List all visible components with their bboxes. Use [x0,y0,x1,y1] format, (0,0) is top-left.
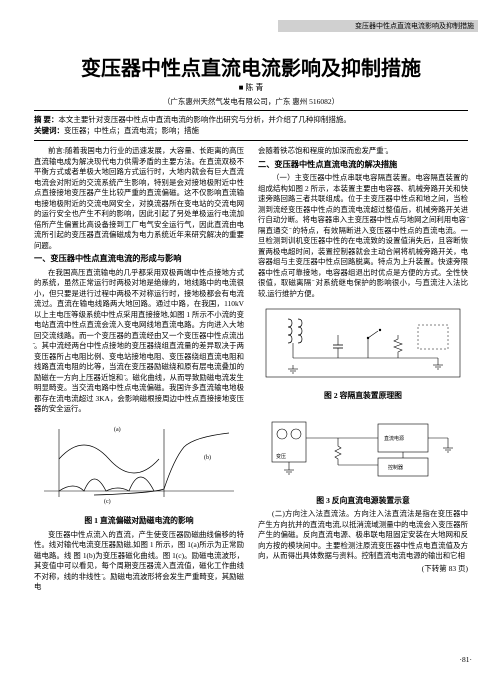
keywords-label: 关键词： [34,126,64,135]
svg-text:直流电源: 直流电源 [384,435,404,442]
right-column: 会随着铁芯饱和程度的加深而愈发严重 ̄。 二、变压器中性点直流电流的解决措施 （… [258,146,468,593]
abstract-text: 本文主要针对变压器中性点中直流电流的影响作出研究与分析，并介绍了几种抑制措施。 [58,115,351,124]
svg-text:(b): (b) [204,454,211,461]
author-name: 陈 青 [245,83,263,92]
svg-text:(c): (c) [104,498,111,505]
affiliation: （广东惠州天然气发电有限公司，广东 惠州 516082） [0,96,502,107]
rule-top [34,110,468,111]
paper-title: 变压器中性点直流电流影响及抑制措施 [0,52,502,81]
left-column: 前言:随着我国电力行业的迅速发展，大容量、长距离的高压直流输电成为解决现代电力供… [34,146,244,593]
section-1-text-2: 变压器中性点流入的直流，产生使变压器励磁曲线偏移的特性。线对输代电流变压器励磁,… [34,530,244,593]
abstract-block: 摘 要：本文主要针对变压器中性点中直流电流的影响作出研究与分析，并介绍了几种抑制… [34,114,468,136]
page-number: ·81· [460,655,473,664]
keywords-text: 变压器；中性点；直流电流；影响；措施 [64,126,199,135]
svg-text:变压: 变压 [276,453,286,460]
running-title: 变压器中性点直流电流影响及抑制措施 [355,21,474,31]
figure-1-caption: 图 1 直流偏磁对励磁电流的影响 [34,516,244,527]
svg-text:(a): (a) [114,426,121,433]
figure-2-caption: 图 2 容隔直装置原理图 [258,391,468,402]
section-2-head: 二、变压器中性点直流电流的解决措施 [258,160,468,171]
author-line: ■ 陈 青 [0,82,502,93]
abstract-line: 摘 要：本文主要针对变压器中性点中直流电流的影响作出研究与分析，并介绍了几种抑制… [34,114,468,125]
figure-3: 变压 直流电源 控制器 [258,408,468,488]
section-1-head: 一、变压器中性点直流电流的形成与影响 [34,254,244,265]
figure-2 [258,303,468,383]
intro-paragraph: 前言:随着我国电力行业的迅速发展，大容量、长距离的高压直流输电成为解决现代电力供… [34,146,244,251]
section-1-text: 在我国高压直流输电的几乎都采用双极两端中性点接地方式的系统，虽然正常运行时两极对… [34,268,244,415]
figure-3-caption: 图 3 反向直流电源装置示意 [258,496,468,507]
subsection-2-text: (二)方向注入法直流法。方向注入法直流法是指在变压器中产生方向抗并的直流电流,以… [258,509,468,562]
keywords-line: 关键词：变压器；中性点；直流电流；影响；措施 [34,125,468,136]
running-header: 变压器中性点直流电流影响及抑制措施 [278,20,478,32]
abstract-label: 摘 要： [34,115,58,124]
subsection-1-text: （一）主变压器中性点串联电容隔直装置。电容隔直装置的组成结构如图 2 所示，本装… [258,173,468,299]
figure-1: (a) (b) (c) [34,419,244,509]
svg-text:控制器: 控制器 [388,464,403,471]
right-continuation: 会随着铁芯饱和程度的加深而愈发严重 ̄。 [258,146,468,157]
author-symbol: ■ [239,83,244,92]
rule-bottom [34,140,468,141]
continued-note: (下转第 83 页) [258,564,468,575]
body-columns: 前言:随着我国电力行业的迅速发展，大容量、长距离的高压直流输电成为解决现代电力供… [34,146,468,593]
